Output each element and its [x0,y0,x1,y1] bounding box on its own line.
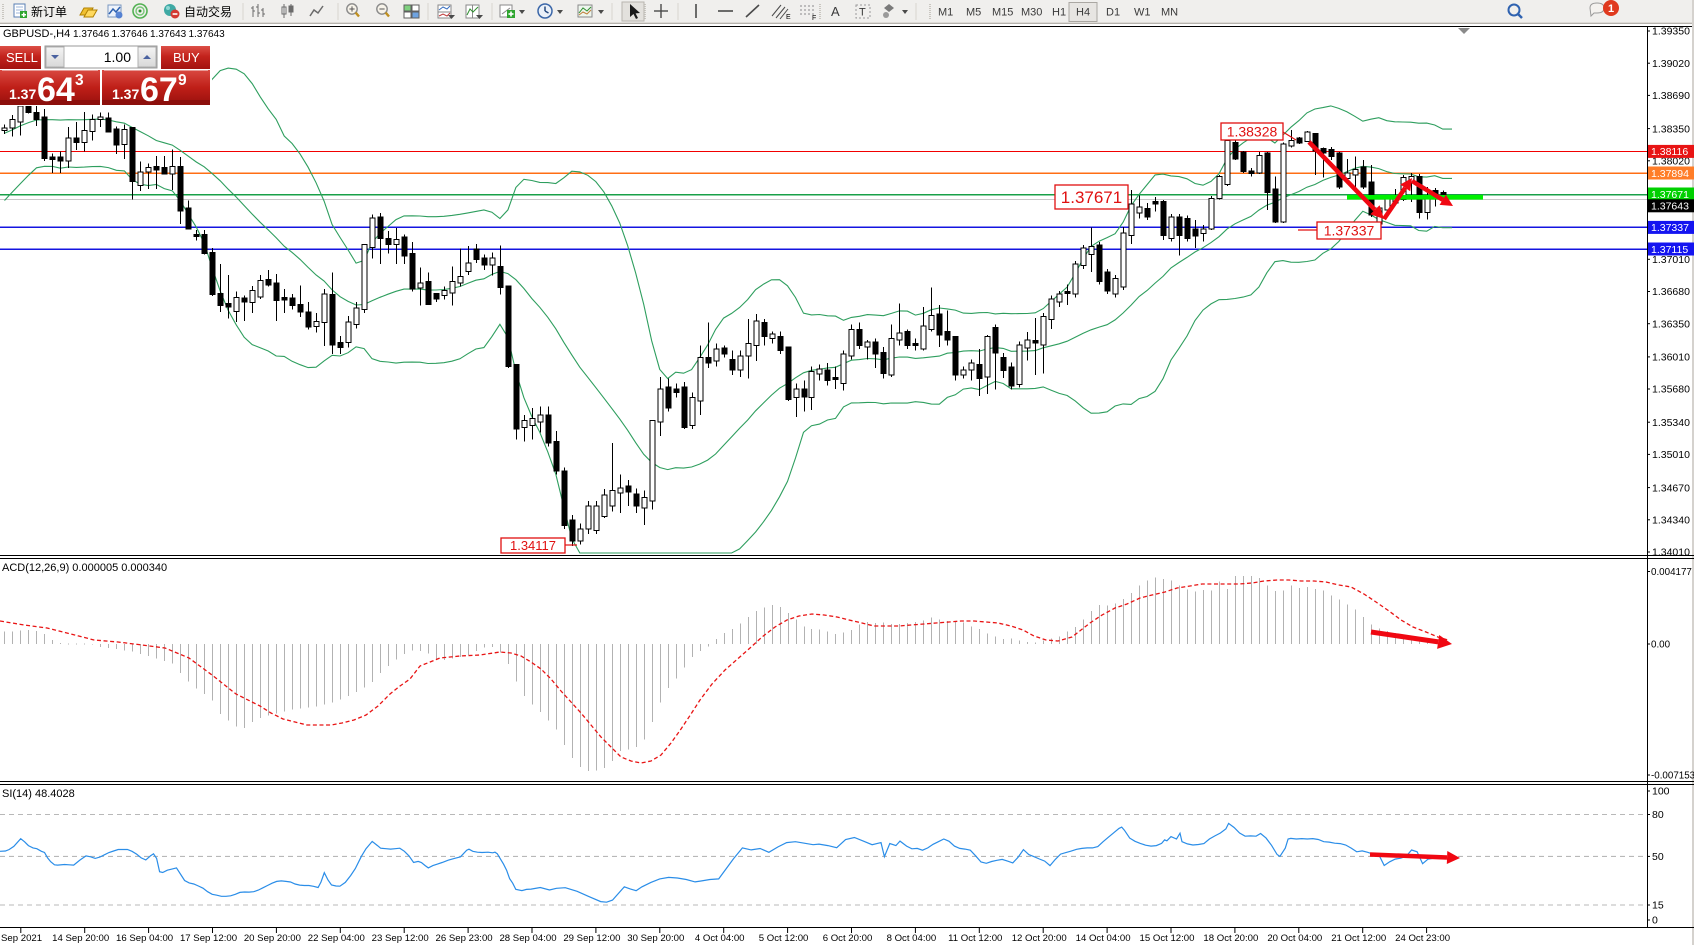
svg-text:3: 3 [75,72,84,89]
svg-text:6 Oct 20:00: 6 Oct 20:00 [823,933,873,944]
svg-text:1.37894: 1.37894 [1651,168,1689,180]
svg-text:H1: H1 [1052,7,1066,19]
svg-text:24 Oct 23:00: 24 Oct 23:00 [1395,933,1450,944]
svg-text:17 Sep 12:00: 17 Sep 12:00 [180,933,237,944]
svg-text:1.37337: 1.37337 [1324,223,1375,239]
svg-text:新订单: 新订单 [31,4,67,19]
svg-text:1.37337: 1.37337 [1651,222,1689,234]
svg-text:1.37646: 1.37646 [73,29,110,40]
svg-text:30 Sep 20:00: 30 Sep 20:00 [627,933,684,944]
svg-text:1.37671: 1.37671 [1061,188,1122,207]
svg-text:1.34117: 1.34117 [510,538,556,553]
svg-text:50: 50 [1652,851,1664,863]
svg-text:D1: D1 [1106,7,1120,19]
svg-text:1.37010: 1.37010 [1652,254,1690,266]
svg-text:W1: W1 [1134,7,1151,19]
svg-text:5 Oct 12:00: 5 Oct 12:00 [759,933,809,944]
svg-text:1.36350: 1.36350 [1652,318,1690,330]
svg-text:1.36010: 1.36010 [1652,352,1690,364]
svg-text:M1: M1 [938,7,953,19]
svg-text:1.36680: 1.36680 [1652,286,1690,298]
svg-text:A: A [831,4,840,19]
svg-text:1.37643: 1.37643 [189,29,226,40]
svg-text:1.37671: 1.37671 [1651,189,1689,201]
svg-text:1.38116: 1.38116 [1651,146,1688,158]
svg-text:0.004177: 0.004177 [1651,567,1692,578]
svg-text:1.37: 1.37 [9,86,36,102]
svg-text:9: 9 [178,72,187,89]
svg-text:22 Sep 04:00: 22 Sep 04:00 [308,933,365,944]
svg-text:11 Oct 12:00: 11 Oct 12:00 [948,933,1002,944]
svg-text:64: 64 [37,71,75,109]
svg-text:SI(14) 48.4028: SI(14) 48.4028 [2,788,75,800]
svg-text:1: 1 [1608,3,1614,15]
svg-text:1.37646: 1.37646 [112,29,149,40]
svg-text:0: 0 [1652,915,1658,927]
svg-text:MN: MN [1161,7,1178,19]
svg-text:67: 67 [140,71,178,109]
svg-text:T: T [859,7,866,19]
svg-text:SELL: SELL [6,50,38,65]
svg-text:18 Oct 20:00: 18 Oct 20:00 [1203,933,1258,944]
svg-text:E: E [786,14,791,21]
svg-text:自动交易: 自动交易 [184,4,232,19]
svg-text:15 Oct 12:00: 15 Oct 12:00 [1140,933,1195,944]
svg-text:F: F [812,15,816,22]
svg-text:14 Oct 04:00: 14 Oct 04:00 [1076,933,1131,944]
svg-text:80: 80 [1652,809,1664,821]
svg-text:0.00: 0.00 [1651,640,1671,651]
svg-text:15: 15 [1652,900,1664,912]
svg-text:1.35010: 1.35010 [1652,449,1690,461]
svg-text:21 Oct 12:00: 21 Oct 12:00 [1331,933,1386,944]
svg-text:M5: M5 [966,7,981,19]
svg-text:26 Sep 23:00: 26 Sep 23:00 [436,933,493,944]
svg-text:1.34010: 1.34010 [1652,547,1690,559]
svg-text:GBPUSD-,H4: GBPUSD-,H4 [3,28,70,40]
svg-text:29 Sep 12:00: 29 Sep 12:00 [563,933,620,944]
svg-text:1.35340: 1.35340 [1652,417,1690,429]
svg-text:1.38690: 1.38690 [1652,90,1690,102]
svg-text:1.34670: 1.34670 [1652,482,1690,494]
svg-text:28 Sep 04:00: 28 Sep 04:00 [499,933,556,944]
svg-text:M30: M30 [1021,7,1042,19]
svg-text:14 Sep 20:00: 14 Sep 20:00 [52,933,109,944]
svg-text:1.34340: 1.34340 [1652,515,1690,527]
svg-text:20 Oct 04:00: 20 Oct 04:00 [1267,933,1322,944]
svg-text:1.00: 1.00 [104,49,131,65]
svg-text:1.37115: 1.37115 [1651,244,1688,256]
svg-text:1.37643: 1.37643 [150,29,187,40]
svg-text:1.38328: 1.38328 [1227,124,1278,140]
svg-text:100: 100 [1652,786,1670,798]
svg-text:1.37: 1.37 [112,86,139,102]
svg-text:16 Sep 04:00: 16 Sep 04:00 [116,933,173,944]
svg-text:8 Oct 04:00: 8 Oct 04:00 [887,933,937,944]
svg-text:4 Oct 04:00: 4 Oct 04:00 [695,933,745,944]
svg-text:12 Oct 20:00: 12 Oct 20:00 [1012,933,1067,944]
svg-text:1.35680: 1.35680 [1652,384,1690,396]
svg-text:BUY: BUY [173,50,200,65]
svg-text:20 Sep 20:00: 20 Sep 20:00 [244,933,301,944]
svg-text:M15: M15 [992,7,1013,19]
svg-text:Sep 2021: Sep 2021 [1,933,42,944]
svg-text:ACD(12,26,9) 0.000005 0.000340: ACD(12,26,9) 0.000005 0.000340 [2,562,167,574]
svg-text:23 Sep 12:00: 23 Sep 12:00 [372,933,429,944]
svg-text:H4: H4 [1076,7,1090,19]
svg-text:1.38020: 1.38020 [1652,156,1690,168]
svg-text:1.38350: 1.38350 [1652,123,1690,135]
svg-text:1.39020: 1.39020 [1652,58,1690,70]
svg-text:1.37643: 1.37643 [1651,201,1689,213]
svg-text:-0.007153: -0.007153 [1651,771,1694,782]
svg-text:1.39350: 1.39350 [1652,26,1690,38]
